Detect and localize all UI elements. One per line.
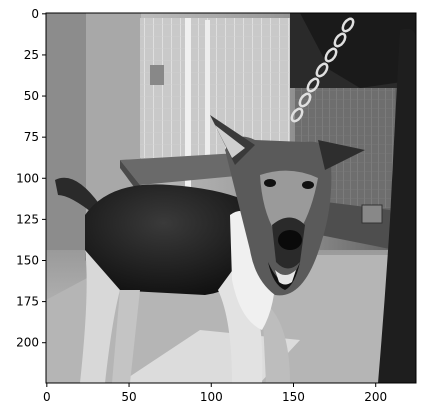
x-tick-label: 50	[121, 390, 136, 404]
y-tick-label: 100	[16, 171, 39, 185]
x-axis: 0 50 100 150 200	[43, 383, 387, 404]
y-tick-label: 75	[24, 130, 39, 144]
y-tick-label: 175	[16, 295, 39, 309]
chain	[290, 17, 355, 123]
y-tick-label: 150	[16, 253, 39, 267]
y-tick-label: 200	[16, 336, 39, 350]
y-axis: 0 25 50 75 100 125 150 175 200	[16, 7, 46, 350]
y-tick-label: 25	[24, 48, 39, 62]
dog	[55, 115, 365, 383]
y-tick-label: 0	[31, 7, 39, 21]
person-silhouette	[378, 28, 416, 383]
x-tick-label: 0	[43, 390, 51, 404]
x-tick-label: 100	[200, 390, 223, 404]
x-tick-label: 150	[282, 390, 305, 404]
y-tick-label: 50	[24, 89, 39, 103]
cage-left	[120, 18, 300, 195]
photo	[46, 13, 416, 383]
x-tick-label: 200	[364, 390, 387, 404]
plot-frame	[45, 12, 417, 384]
y-tick-label: 125	[16, 212, 39, 226]
